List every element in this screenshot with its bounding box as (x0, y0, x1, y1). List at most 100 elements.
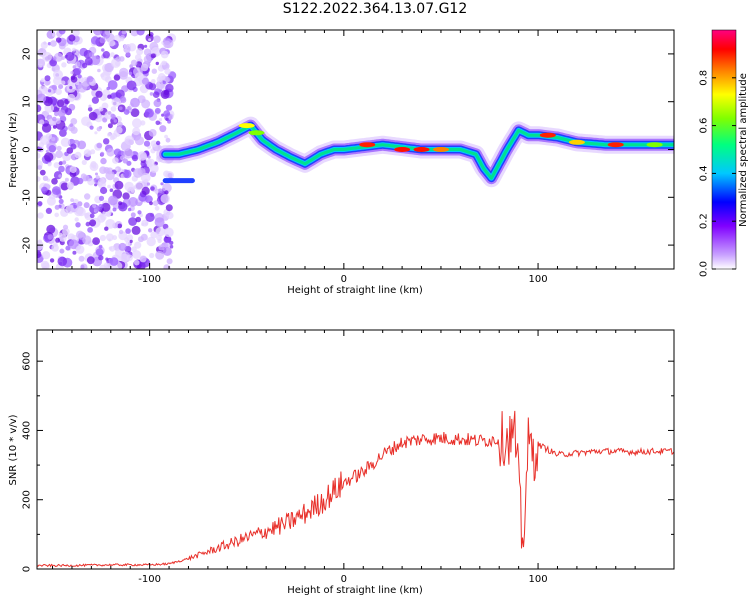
snr-x-tick-label: -100 (138, 574, 161, 585)
noise-blob (48, 145, 56, 153)
noise-blob (42, 175, 49, 181)
snr-x-axis-title: Height of straight line (km) (287, 585, 423, 596)
colorbar-tick-label: 0.0 (699, 261, 710, 277)
noise-blob (57, 109, 66, 118)
noise-blob (45, 149, 49, 153)
noise-blob (156, 76, 163, 83)
noise-blob (123, 148, 134, 159)
spectrogram-y-tick-label: -10 (22, 189, 33, 205)
noise-blob (162, 183, 172, 193)
noise-blob (64, 177, 69, 182)
noise-blob (139, 255, 147, 263)
noise-blob (90, 161, 97, 168)
noise-blob (125, 241, 131, 247)
noise-blob (144, 108, 154, 118)
noise-blob (99, 166, 107, 174)
noise-blob (50, 40, 57, 47)
noise-blob (77, 177, 84, 185)
noise-blob (87, 227, 93, 233)
noise-blob (165, 171, 174, 180)
spectrogram-x-tick-label: -100 (138, 274, 161, 285)
noise-blob (109, 188, 114, 192)
noise-blob (75, 49, 79, 53)
noise-blob (144, 178, 149, 183)
colorbar-tick-label: 0.2 (699, 213, 710, 229)
noise-blob (66, 147, 74, 154)
noise-blob (99, 37, 106, 44)
noise-blob (152, 91, 160, 98)
noise-blob (68, 239, 79, 250)
noise-blob (131, 246, 137, 252)
noise-blob (95, 90, 103, 98)
noise-blob (100, 157, 107, 165)
noise-blob (154, 107, 161, 114)
noise-blob (115, 167, 119, 171)
spectrogram-y-tick-label: 0 (22, 146, 33, 152)
noise-blob (74, 207, 84, 217)
spectrogram-y-tick-label: -20 (22, 237, 33, 253)
noise-blob (82, 174, 90, 182)
noise-blob (40, 260, 50, 269)
noise-blob (98, 177, 106, 185)
snr-y-axis-title: SNR (10 * v/v) (8, 414, 19, 485)
noise-blob (134, 72, 144, 82)
noise-blob (150, 53, 156, 59)
noise-blob (141, 222, 145, 227)
noise-blob (134, 136, 145, 146)
noise-blob (49, 258, 55, 263)
noise-blob (95, 172, 98, 176)
noise-blob (128, 217, 138, 226)
noise-blob (108, 246, 113, 250)
noise-blob (148, 129, 157, 137)
noise-blob (155, 61, 159, 66)
noise-blob (95, 248, 104, 257)
ridge-peak (539, 132, 556, 138)
spectrogram-y-axis-title: Frequency (Hz) (8, 112, 19, 188)
noise-blob (143, 140, 151, 147)
noise-blob (133, 168, 143, 178)
noise-blob (143, 55, 152, 63)
noise-blob (132, 118, 142, 129)
noise-blob (169, 240, 174, 245)
noise-blob (101, 48, 105, 52)
ridge-peak (607, 142, 624, 148)
noise-blob (70, 71, 74, 75)
noise-blob (51, 244, 59, 252)
noise-blob (88, 111, 98, 121)
noise-blob (54, 111, 59, 117)
noise-blob (110, 133, 118, 140)
noise-blob (163, 110, 171, 117)
noise-blob (45, 207, 53, 214)
snr-axes: -100 0 100 0 200 400 600 (22, 330, 674, 585)
noise-blob (96, 142, 103, 149)
noise-blob (165, 104, 173, 112)
noise-blob (84, 57, 93, 66)
noise-blob (98, 255, 104, 261)
noise-blob (125, 228, 131, 234)
spectrogram-x-axis-title: Height of straight line (km) (287, 285, 423, 296)
colorbar-tick-label: 0.6 (699, 118, 710, 134)
noise-blob (130, 59, 138, 67)
ridge-peak (646, 142, 663, 148)
noise-blob (106, 148, 115, 157)
noise-blob (124, 135, 135, 146)
noise-blob (75, 81, 80, 86)
noise-blob (91, 96, 99, 104)
noise-blob (70, 118, 78, 125)
noise-blob (137, 210, 142, 215)
noise-blob (130, 97, 140, 108)
noise-blob (111, 97, 122, 107)
noise-blob (123, 169, 132, 179)
noise-blob (83, 149, 92, 158)
noise-blob (140, 63, 149, 72)
noise-blob (89, 125, 94, 130)
noise-blob (152, 200, 159, 206)
noise-blob (94, 183, 98, 187)
noise-blob (60, 80, 66, 86)
noise-blob (56, 99, 65, 108)
noise-blob (160, 182, 164, 186)
noise-blob (154, 205, 160, 211)
noise-blob (113, 74, 121, 81)
noise-blob (37, 93, 47, 104)
noise-blob (98, 106, 104, 112)
